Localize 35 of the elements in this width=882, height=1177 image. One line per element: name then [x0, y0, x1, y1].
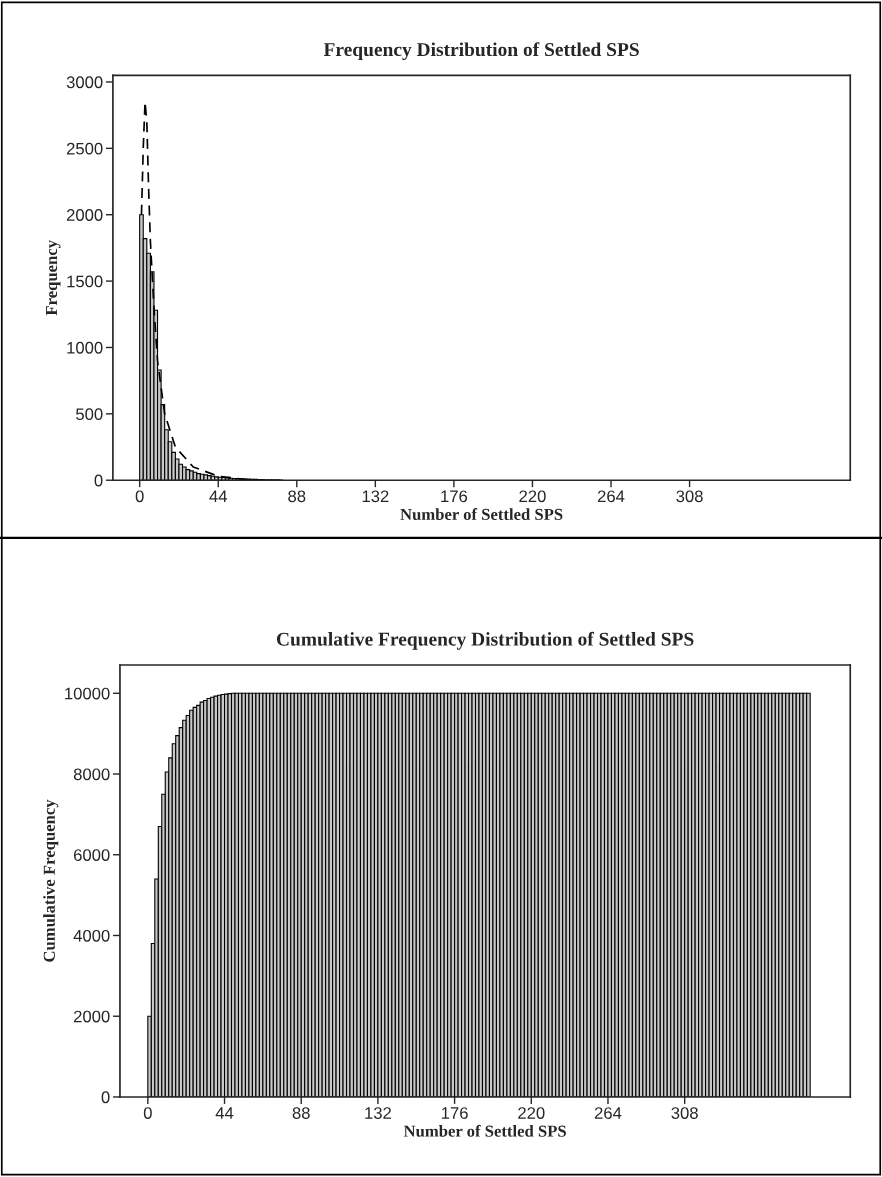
y-tick-label: 8000: [73, 768, 110, 781]
y-tick-label: 2000: [66, 209, 103, 221]
x-tick-label: 220: [519, 490, 546, 503]
x-tick-label: 0: [143, 1107, 152, 1119]
x-tick-label: 44: [209, 490, 228, 503]
y-tick-label: 4000: [73, 929, 110, 942]
chart-title: Frequency Distribution of Settled SPS: [323, 42, 639, 61]
y-tick-label: 6000: [74, 849, 110, 861]
x-tick-label: 132: [362, 490, 389, 503]
x-tick-label: 88: [292, 1107, 310, 1119]
x-tick-label: 0: [135, 490, 144, 503]
x-tick-label: 132: [365, 1107, 391, 1119]
y-tick-label: 0: [101, 1091, 110, 1104]
x-tick-label: 264: [594, 1107, 622, 1119]
x-tick-label: 308: [676, 490, 703, 503]
x-axis-title: Number of Settled SPS: [403, 1124, 566, 1137]
x-tick-label: 176: [441, 490, 468, 503]
y-tick-label: 10000: [65, 687, 110, 700]
y-tick-label: 2000: [74, 1010, 110, 1023]
chart-title: Cumulative Frequency Distribution of Settled SPS: [276, 631, 694, 650]
y-tick-label: 1500: [67, 275, 103, 288]
y-tick-label: 3000: [66, 76, 103, 89]
x-tick-label: 308: [671, 1107, 698, 1119]
y-axis-title: Cumulative Frequency: [43, 799, 59, 962]
x-tick-label: 176: [441, 1107, 468, 1119]
y-tick-label: 0: [94, 474, 103, 487]
x-tick-label: 44: [215, 1107, 234, 1119]
x-tick-label: 88: [288, 490, 306, 503]
y-axis-title: Frequency: [46, 240, 61, 316]
x-tick-label: 220: [518, 1107, 545, 1119]
y-tick-label: 2500: [66, 142, 103, 155]
x-tick-label: 264: [597, 490, 625, 503]
y-tick-label: 1000: [67, 341, 103, 354]
y-tick-label: 500: [76, 408, 103, 421]
x-axis-title: Number of Settled SPS: [400, 508, 563, 521]
